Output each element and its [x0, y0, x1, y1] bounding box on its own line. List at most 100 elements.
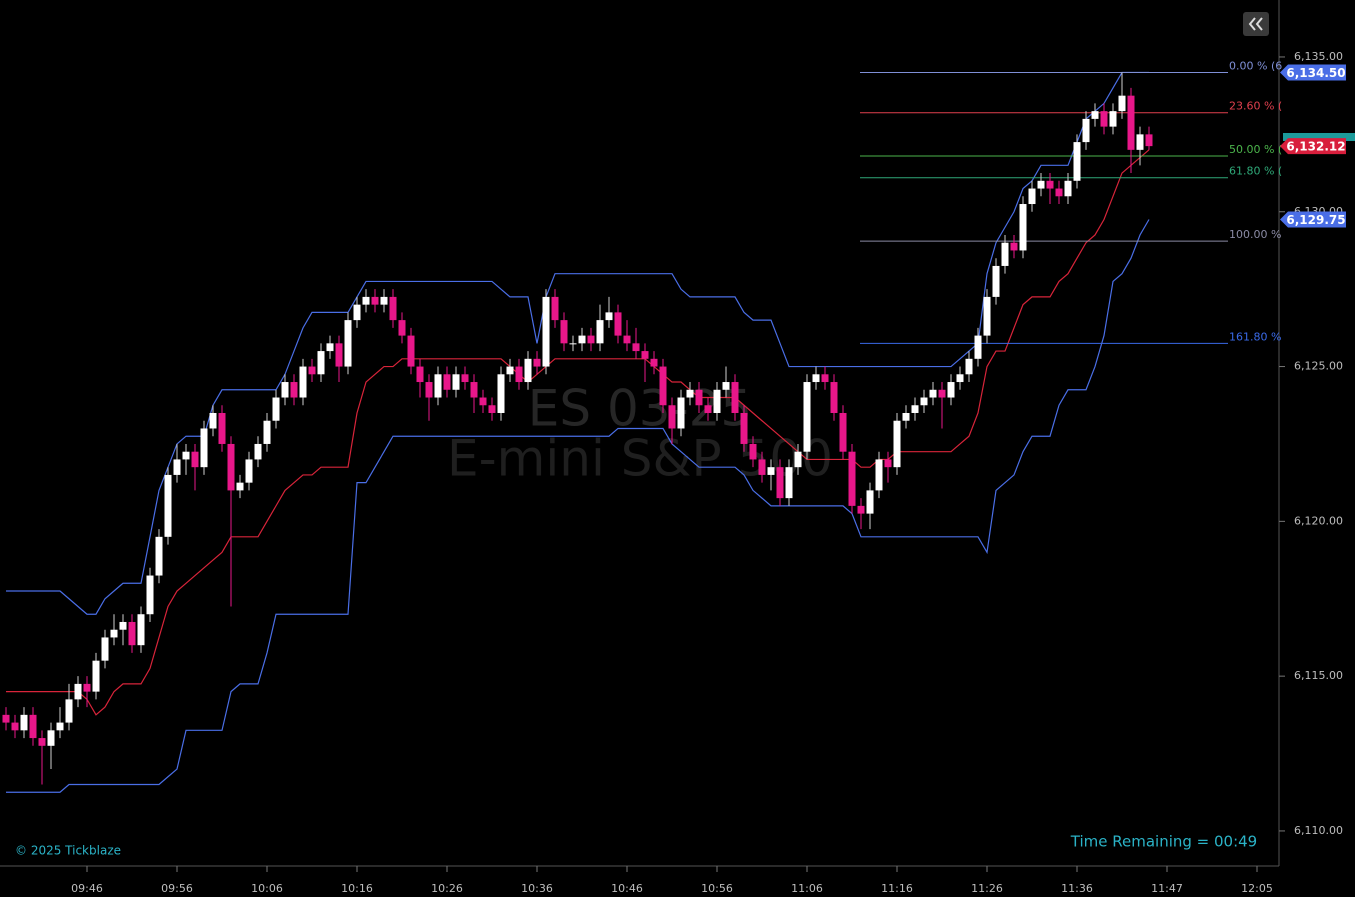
candle-body — [983, 296, 991, 336]
candle-body — [434, 374, 442, 398]
candle-body — [1118, 95, 1126, 112]
candle-body — [1019, 204, 1027, 251]
candle-body — [1037, 180, 1045, 189]
candle-body — [704, 405, 712, 413]
price-marker — [1280, 138, 1346, 155]
x-tick-label: 11:47 — [1151, 882, 1183, 895]
candle-body — [866, 490, 874, 514]
price-marker — [1280, 211, 1346, 228]
fib-label: 161.80 % — [1229, 330, 1281, 343]
candle-body — [380, 296, 388, 305]
y-tick-label: 6,110.00 — [1294, 824, 1343, 837]
candle-body — [848, 451, 856, 506]
candle-body — [353, 304, 361, 321]
candle-body — [227, 443, 235, 491]
fib-label: 23.60 % ( — [1229, 100, 1282, 113]
candle-body — [290, 382, 298, 398]
candle-body — [1055, 188, 1063, 197]
candle-body — [245, 459, 253, 483]
candle-body — [515, 366, 523, 383]
candle-body — [209, 412, 217, 429]
x-tick-label: 10:16 — [341, 882, 373, 895]
candle-body — [20, 714, 28, 731]
candle-body — [1145, 134, 1153, 147]
candle-body — [632, 343, 640, 352]
candle-body — [686, 389, 694, 398]
candle-body — [83, 683, 91, 692]
candle-body — [1091, 111, 1099, 119]
candle-body — [488, 405, 496, 413]
indicator-line — [6, 149, 1150, 716]
price-marker-label: 6,132.12 — [1286, 140, 1345, 154]
candle-body — [461, 374, 469, 383]
candle-body — [740, 412, 748, 444]
candle-body — [578, 335, 586, 344]
candle-body — [749, 443, 757, 460]
fib-label: 0.00 % (6 — [1229, 59, 1282, 72]
candle-body — [218, 412, 226, 444]
candle-body — [659, 366, 667, 406]
candle-body — [2, 714, 10, 723]
candle-body — [425, 382, 433, 398]
x-tick-label: 11:26 — [971, 882, 1003, 895]
candle-body — [776, 467, 784, 499]
x-tick-label: 11:06 — [791, 882, 823, 895]
candle-body — [1046, 180, 1054, 189]
collapse-icon[interactable] — [1248, 17, 1263, 31]
candle-body — [506, 366, 514, 375]
price-marker — [1280, 64, 1346, 81]
candle-body — [164, 474, 172, 537]
candle-body — [308, 366, 316, 375]
candle-body — [956, 374, 964, 383]
candle-body — [38, 738, 46, 746]
y-tick-label: 6,135.00 — [1294, 50, 1343, 63]
candle-body — [371, 296, 379, 305]
candle-body — [47, 730, 55, 746]
candle-body — [443, 374, 451, 390]
x-tick-label: 10:36 — [521, 882, 553, 895]
candle-body — [911, 405, 919, 413]
copyright: © 2025 Tickblaze — [15, 844, 121, 858]
x-tick-label: 11:36 — [1061, 882, 1093, 895]
candle-body — [1136, 134, 1144, 150]
candle-body — [1100, 111, 1108, 127]
candle-body — [416, 366, 424, 383]
candle-body — [389, 296, 397, 321]
candle-body — [74, 683, 82, 700]
candle-body — [362, 296, 370, 305]
candle-body — [605, 312, 613, 321]
candle-body — [947, 382, 955, 398]
candle-body — [641, 351, 649, 359]
candle-body — [713, 389, 721, 413]
candle-body — [479, 397, 487, 406]
candle-body — [623, 335, 631, 344]
candle-body — [326, 343, 334, 352]
candle-body — [119, 621, 127, 630]
candle-body — [1064, 180, 1072, 197]
candle-body — [398, 320, 406, 336]
candle-body — [254, 443, 262, 460]
candle-body — [56, 722, 64, 731]
candle-body — [722, 382, 730, 390]
candle-body — [497, 374, 505, 413]
candle-body — [236, 482, 244, 491]
x-tick-label: 11:16 — [881, 882, 913, 895]
candle-body — [335, 343, 343, 367]
candle-body — [470, 382, 478, 398]
candle-body — [533, 358, 541, 367]
candle-body — [560, 320, 568, 344]
candle-body — [1127, 95, 1135, 150]
candle-body — [929, 389, 937, 398]
indicator-line — [6, 71, 1149, 615]
candle-body — [1073, 142, 1081, 181]
candle-body — [857, 505, 865, 514]
candle-body — [677, 397, 685, 429]
candle-body — [803, 382, 811, 452]
candle-body — [1001, 242, 1009, 266]
y-tick-label: 6,115.00 — [1294, 669, 1343, 682]
candle-body — [695, 389, 703, 406]
collapse-button[interactable] — [1243, 12, 1269, 36]
candle-body — [542, 296, 550, 367]
candle-body — [1082, 118, 1090, 143]
candle-body — [875, 459, 883, 491]
